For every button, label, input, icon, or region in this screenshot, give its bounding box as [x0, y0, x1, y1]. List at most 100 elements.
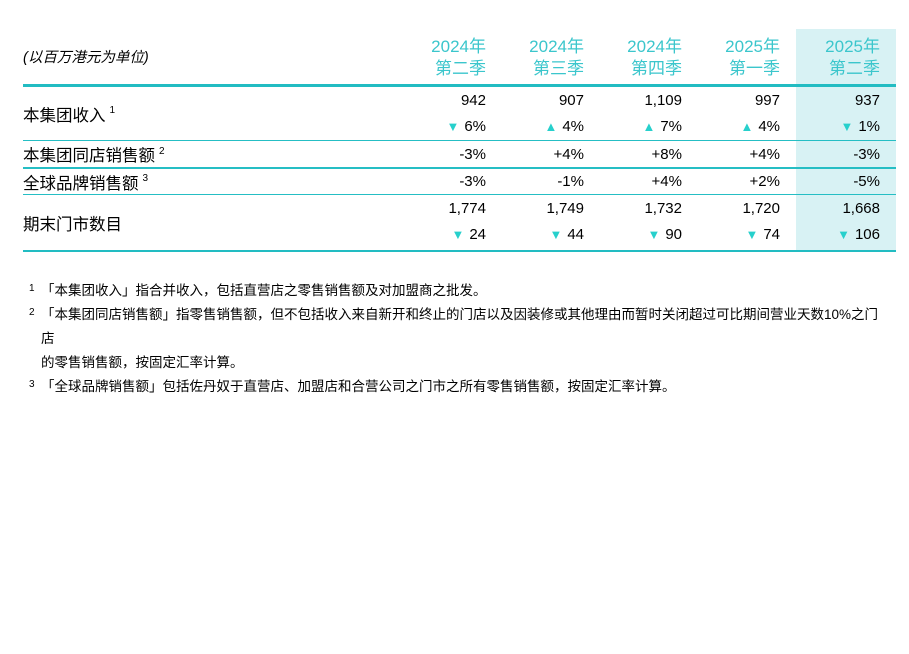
column-year: 2024年 — [627, 37, 682, 56]
cell-value: +8% — [651, 145, 682, 163]
change-value: 44 — [567, 226, 584, 243]
table-cell: 1,109 7% — [600, 87, 698, 140]
change-value: 1% — [858, 118, 880, 135]
cell-value: -3% — [459, 173, 486, 190]
quarterly-results-table-page: (以百万港元为单位) 2024年 第二季 2024年 第三季 2024年 第四季… — [0, 29, 909, 654]
row-label-cell: 本集团同店销售额 2 — [23, 141, 404, 167]
cell-change: 106 — [796, 222, 880, 248]
arrow-down-icon — [840, 119, 853, 134]
arrow-down-icon — [837, 227, 850, 242]
row-label: 本集团收入 1 — [23, 102, 115, 126]
cell-value: 1,749 — [546, 200, 584, 217]
table-cell-highlighted: -3% — [796, 141, 896, 167]
column-year: 2025年 — [725, 37, 780, 56]
arrow-down-icon — [446, 119, 459, 134]
footnotes-section: 1 「本集团收入」指合并收入，包括直营店之零售销售额及对加盟商之批发。 2 「本… — [28, 279, 884, 399]
column-header-2025-q1: 2025年 第一季 — [698, 29, 796, 84]
table-cell: +4% — [698, 141, 796, 167]
cell-change: 7% — [600, 114, 682, 140]
change-value: 4% — [758, 118, 780, 135]
row-label-cell: 本集团收入 1 — [23, 87, 404, 140]
table-cell: +4% — [502, 141, 600, 167]
cell-value: 1,720 — [742, 200, 780, 217]
footnote-1: 1 「本集团收入」指合并收入，包括直营店之零售销售额及对加盟商之批发。 — [28, 279, 884, 303]
footnote-3: 3 「全球品牌销售额」包括佐丹奴于直营店、加盟店和合营公司之门市之所有零售销售额… — [28, 375, 884, 399]
footnote-ref: 1 — [109, 105, 116, 116]
footnote-2: 2 「本集团同店销售额」指零售销售额，但不包括收入来自新开和终止的门店以及因装修… — [28, 303, 884, 375]
cell-value: +4% — [651, 173, 682, 190]
cell-value: -3% — [459, 145, 486, 163]
cell-value: -5% — [853, 173, 880, 190]
cell-value: +2% — [749, 173, 780, 190]
change-value: 6% — [464, 118, 486, 135]
cell-value: 907 — [558, 92, 584, 109]
column-quarter: 第一季 — [729, 59, 780, 78]
table-cell: +2% — [698, 169, 796, 194]
arrow-down-icon — [745, 227, 758, 242]
table-cell: 997 4% — [698, 87, 796, 140]
table-cell: +4% — [600, 169, 698, 194]
row-label-text: 全球品牌销售额 — [23, 174, 139, 193]
table-cell: 1,774 24 — [404, 195, 502, 250]
table-cell: +8% — [600, 141, 698, 167]
column-quarter: 第三季 — [533, 59, 584, 78]
table-row-store-count: 期末门市数目 1,774 24 1,749 44 1,732 90 1,720 … — [23, 195, 896, 252]
cell-change: 4% — [502, 114, 584, 140]
cell-change: 6% — [404, 114, 486, 140]
cell-value: 1,774 — [448, 200, 486, 217]
footnote-text: 「本集团收入」指合并收入，包括直营店之零售销售额及对加盟商之批发。 — [41, 283, 487, 298]
row-label-cell: 期末门市数目 — [23, 195, 404, 250]
footnote-ref: 2 — [159, 145, 165, 157]
cell-value: +4% — [749, 145, 780, 163]
cell-value: -3% — [853, 145, 880, 163]
column-quarter: 第二季 — [829, 59, 880, 78]
footnote-text: 「本集团同店销售额」指零售销售额，但不包括收入来自新开和终止的门店以及因装修或其… — [41, 307, 879, 370]
arrow-up-icon — [642, 119, 655, 134]
cell-value: 1,668 — [842, 200, 880, 217]
arrow-down-icon — [451, 227, 464, 242]
table-cell: 1,720 74 — [698, 195, 796, 250]
cell-change: 4% — [698, 114, 780, 140]
row-label-text: 本集团同店销售额 — [23, 147, 155, 165]
cell-value: 997 — [754, 92, 780, 109]
table-cell: 942 6% — [404, 87, 502, 140]
change-value: 74 — [763, 226, 780, 243]
table-cell: 1,732 90 — [600, 195, 698, 250]
column-header-2024-q3: 2024年 第三季 — [502, 29, 600, 84]
table-cell-highlighted: -5% — [796, 169, 896, 194]
row-label: 全球品牌销售额 3 — [23, 170, 148, 194]
table-row-same-store-sales: 本集团同店销售额 2 -3% +4% +8% +4% -3% — [23, 141, 896, 169]
footnote-marker: 1 — [29, 283, 35, 294]
arrow-up-icon — [544, 119, 557, 134]
footnote-marker: 3 — [29, 379, 35, 390]
cell-value: 937 — [854, 92, 880, 109]
change-value: 24 — [469, 226, 486, 243]
change-value: 4% — [562, 118, 584, 135]
table-cell: -1% — [502, 169, 600, 194]
table-cell: -3% — [404, 141, 502, 167]
cell-change: 1% — [796, 114, 880, 140]
cell-change: 44 — [502, 222, 584, 248]
unit-label: (以百万港元为单位) — [23, 50, 149, 66]
table-cell-highlighted: 1,668 106 — [796, 195, 896, 250]
cell-value: 1,109 — [644, 92, 682, 109]
footnote-ref: 3 — [142, 173, 149, 184]
footnote-text: 「全球品牌销售额」包括佐丹奴于直营店、加盟店和合营公司之门市之所有零售销售额，按… — [41, 379, 676, 394]
table-cell: -3% — [404, 169, 502, 194]
table-cell: 1,749 44 — [502, 195, 600, 250]
unit-label-cell: (以百万港元为单位) — [23, 29, 404, 84]
footnote-marker: 2 — [29, 307, 35, 318]
column-quarter: 第四季 — [631, 59, 682, 78]
table-header-row: (以百万港元为单位) 2024年 第二季 2024年 第三季 2024年 第四季… — [23, 29, 896, 87]
column-year: 2024年 — [431, 37, 486, 56]
column-header-2024-q4: 2024年 第四季 — [600, 29, 698, 84]
row-label: 本集团同店销售额 2 — [23, 142, 165, 166]
cell-value: 1,732 — [644, 200, 682, 217]
table-row-global-brand-sales: 全球品牌销售额 3 -3% -1% +4% +2% -5% — [23, 169, 896, 195]
arrow-down-icon — [549, 227, 562, 242]
quarterly-results-table: (以百万港元为单位) 2024年 第二季 2024年 第三季 2024年 第四季… — [23, 29, 896, 252]
column-header-2024-q2: 2024年 第二季 — [404, 29, 502, 84]
row-label-text: 期末门市数目 — [23, 215, 122, 234]
cell-value: -1% — [557, 173, 584, 190]
